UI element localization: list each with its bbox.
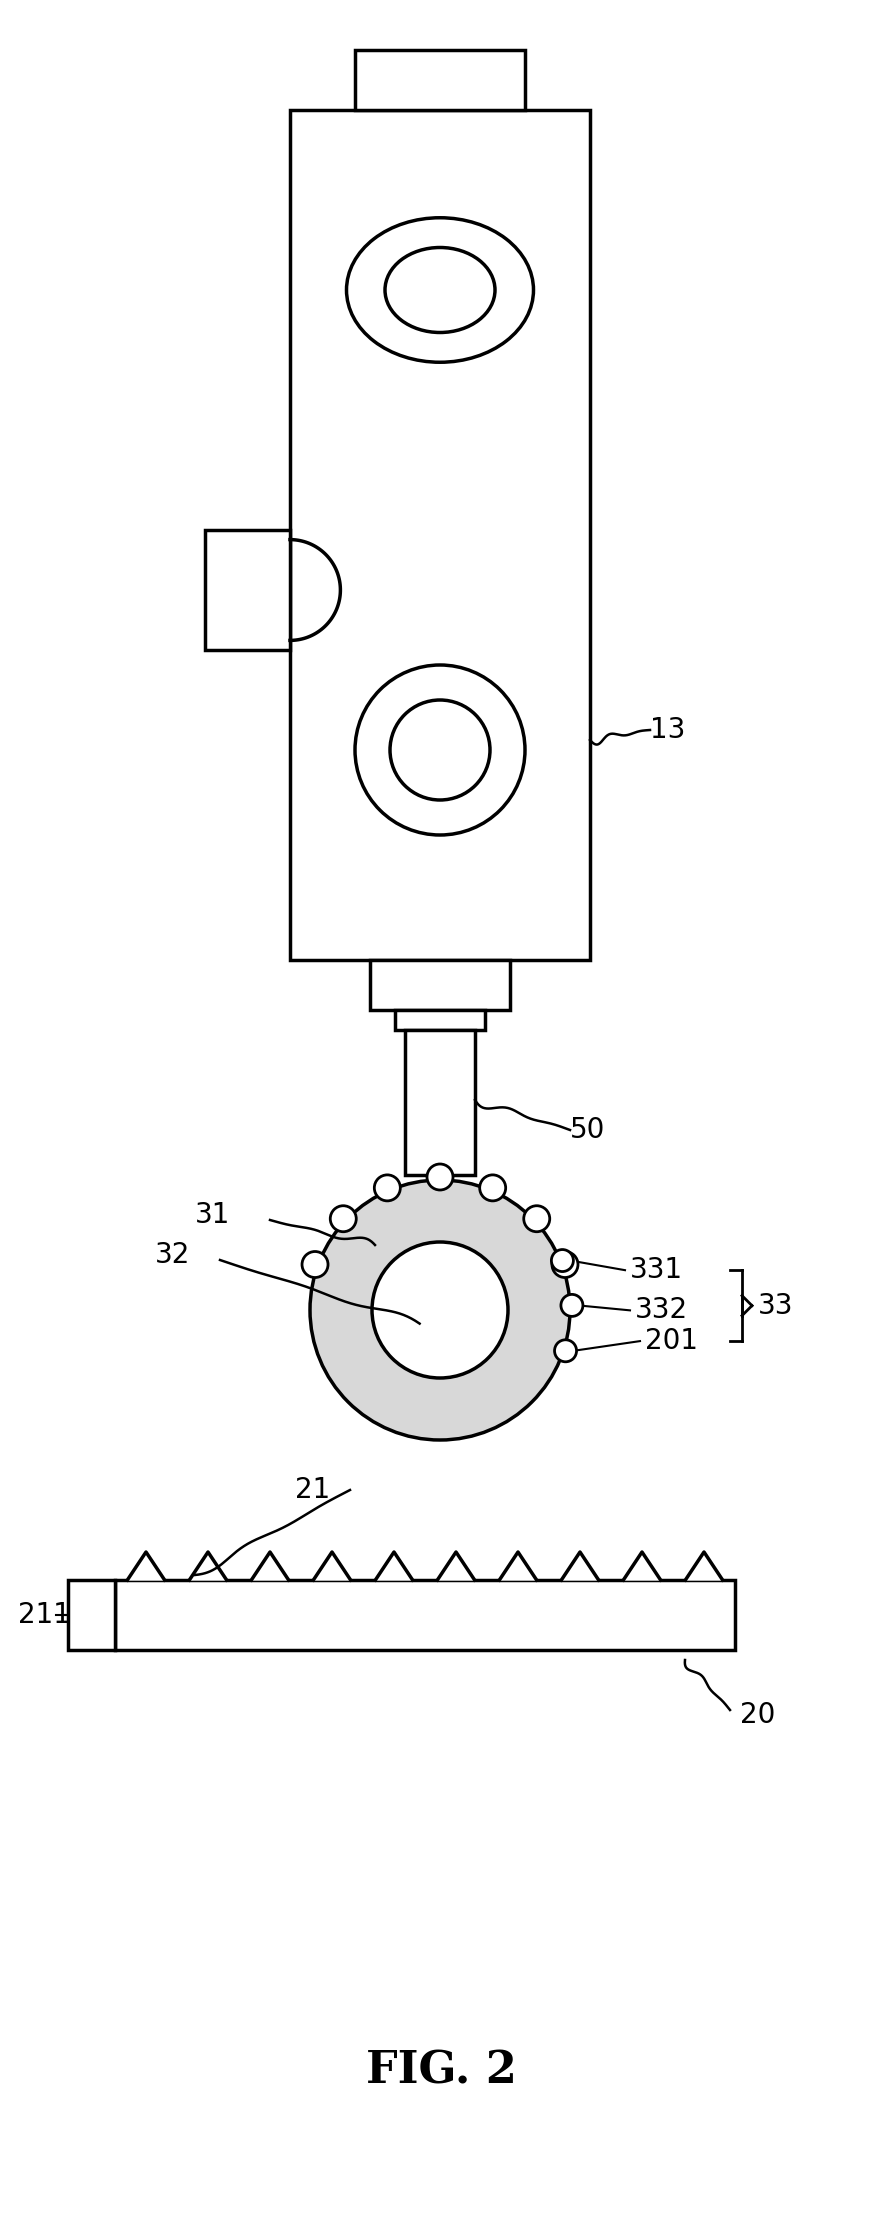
Polygon shape <box>437 1552 474 1580</box>
Text: 21: 21 <box>295 1476 330 1505</box>
Circle shape <box>555 1340 577 1362</box>
Circle shape <box>374 1175 400 1200</box>
Polygon shape <box>562 1552 599 1580</box>
Circle shape <box>330 1206 356 1231</box>
Text: 50: 50 <box>570 1115 606 1144</box>
Text: 13: 13 <box>650 717 685 743</box>
Text: 331: 331 <box>630 1255 683 1284</box>
Circle shape <box>302 1251 328 1278</box>
Text: 211: 211 <box>18 1600 71 1629</box>
Polygon shape <box>685 1552 722 1580</box>
Circle shape <box>551 1249 573 1271</box>
Polygon shape <box>252 1552 289 1580</box>
Text: 31: 31 <box>195 1202 230 1229</box>
Bar <box>405 1031 475 1175</box>
Bar <box>290 109 590 959</box>
Ellipse shape <box>385 247 495 332</box>
Text: 201: 201 <box>645 1327 698 1356</box>
Text: 33: 33 <box>758 1291 794 1320</box>
Circle shape <box>524 1206 550 1231</box>
Circle shape <box>427 1164 453 1191</box>
Circle shape <box>372 1242 508 1378</box>
Polygon shape <box>375 1552 412 1580</box>
Bar <box>370 959 510 1011</box>
Polygon shape <box>127 1552 164 1580</box>
Text: FIG. 2: FIG. 2 <box>366 2050 517 2092</box>
Circle shape <box>552 1251 578 1278</box>
Text: 332: 332 <box>635 1296 688 1324</box>
Bar <box>68 1580 115 1649</box>
Polygon shape <box>313 1552 351 1580</box>
Text: 20: 20 <box>740 1701 775 1730</box>
Polygon shape <box>189 1552 227 1580</box>
Polygon shape <box>623 1552 660 1580</box>
Circle shape <box>390 699 490 799</box>
Circle shape <box>310 1180 570 1440</box>
Bar <box>355 49 525 109</box>
Circle shape <box>561 1293 583 1316</box>
Ellipse shape <box>346 218 533 363</box>
Circle shape <box>479 1175 506 1200</box>
Circle shape <box>355 666 525 835</box>
Bar <box>115 1580 735 1649</box>
Polygon shape <box>500 1552 537 1580</box>
Text: 32: 32 <box>155 1242 191 1269</box>
Bar <box>395 1011 485 1031</box>
Bar <box>205 530 290 650</box>
